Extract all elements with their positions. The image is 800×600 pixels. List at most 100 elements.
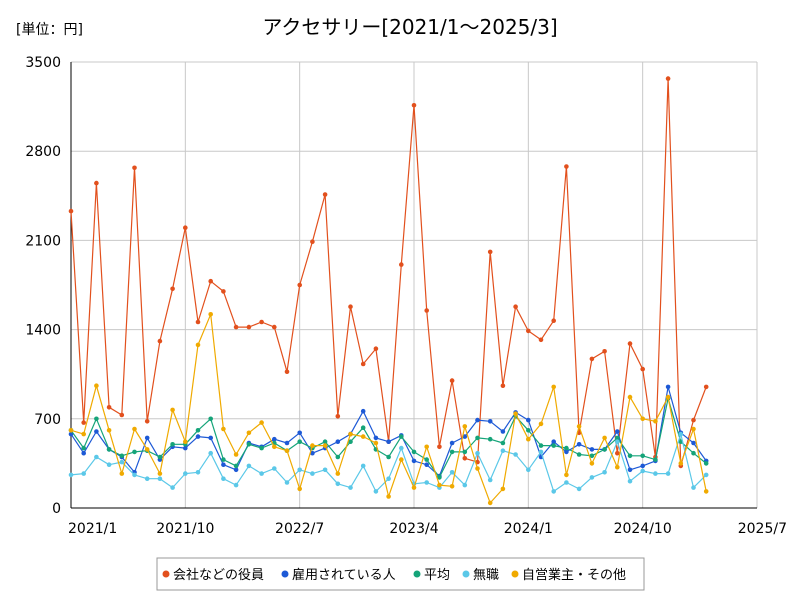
data-point-1-27 bbox=[411, 458, 417, 464]
data-point-0-43 bbox=[615, 450, 620, 456]
data-point-2-29 bbox=[437, 475, 442, 480]
data-point-2-28 bbox=[424, 457, 430, 462]
x-tick-label-2: 2022/7 bbox=[275, 521, 324, 537]
data-point-3-9 bbox=[183, 471, 188, 476]
data-point-2-2 bbox=[94, 416, 99, 422]
data-point-4-23 bbox=[360, 434, 366, 439]
data-point-4-28 bbox=[424, 444, 430, 450]
data-point-2-22 bbox=[348, 439, 353, 445]
data-point-3-32 bbox=[475, 450, 480, 456]
series-1 bbox=[68, 384, 709, 479]
data-point-4-4 bbox=[119, 471, 125, 476]
legend-item-0: 会社などの役員 bbox=[162, 567, 264, 583]
data-point-0-16 bbox=[272, 324, 277, 330]
data-point-4-48 bbox=[678, 461, 684, 466]
data-point-4-33 bbox=[487, 500, 493, 506]
data-point-0-8 bbox=[170, 286, 175, 292]
data-point-1-21 bbox=[335, 439, 341, 445]
data-point-0-24 bbox=[373, 346, 379, 352]
y-tick-label-1: 700 bbox=[34, 412, 61, 428]
data-point-2-36 bbox=[526, 428, 531, 433]
legend-label-1: 雇用されている人 bbox=[292, 567, 396, 583]
legend-marker-0 bbox=[162, 570, 170, 578]
data-point-2-13 bbox=[233, 463, 239, 469]
data-point-2-41 bbox=[589, 453, 595, 459]
y-tick-label-2: 1400 bbox=[25, 323, 61, 339]
data-point-3-13 bbox=[233, 482, 239, 488]
data-point-4-44 bbox=[627, 394, 633, 400]
data-point-2-4 bbox=[119, 453, 125, 459]
data-point-0-19 bbox=[310, 239, 315, 244]
data-point-0-44 bbox=[627, 341, 633, 346]
data-point-4-17 bbox=[284, 448, 290, 454]
legend-box bbox=[156, 557, 645, 591]
data-point-4-46 bbox=[653, 419, 658, 424]
data-point-0-30 bbox=[449, 378, 455, 383]
data-point-0-38 bbox=[551, 318, 556, 324]
data-point-0-21 bbox=[335, 414, 341, 419]
data-point-1-25 bbox=[386, 439, 391, 445]
data-point-4-6 bbox=[144, 447, 150, 452]
legend-item-2: 平均 bbox=[413, 568, 450, 583]
unit-label: [単位：円] bbox=[16, 22, 83, 38]
data-point-3-25 bbox=[386, 476, 391, 482]
data-point-4-2 bbox=[94, 383, 99, 389]
data-point-0-1 bbox=[81, 420, 86, 425]
data-point-0-10 bbox=[195, 319, 201, 325]
series-lines bbox=[68, 76, 709, 506]
data-point-4-14 bbox=[246, 430, 252, 436]
data-point-3-33 bbox=[487, 477, 493, 483]
data-point-0-5 bbox=[132, 165, 137, 171]
data-point-4-1 bbox=[81, 431, 86, 437]
x-tick-label-1: 2021/10 bbox=[156, 521, 214, 537]
y-tick-label-5: 3500 bbox=[25, 55, 61, 71]
x-tick-label-5: 2024/10 bbox=[614, 521, 672, 537]
data-point-3-38 bbox=[551, 489, 556, 494]
data-point-0-12 bbox=[221, 289, 226, 294]
data-point-4-9 bbox=[183, 439, 188, 445]
y-tick-label-3: 2100 bbox=[25, 233, 61, 249]
legend-marker-1 bbox=[281, 570, 289, 578]
data-point-3-47 bbox=[665, 471, 671, 476]
data-point-2-40 bbox=[576, 452, 582, 457]
data-point-1-12 bbox=[221, 462, 226, 468]
data-point-2-33 bbox=[487, 436, 493, 442]
data-point-4-39 bbox=[564, 472, 569, 478]
data-point-1-10 bbox=[195, 434, 201, 439]
data-point-2-42 bbox=[602, 447, 607, 452]
data-point-2-20 bbox=[322, 439, 328, 445]
data-point-3-5 bbox=[132, 472, 137, 478]
data-point-1-47 bbox=[665, 384, 671, 390]
series-2 bbox=[68, 396, 709, 480]
data-point-4-16 bbox=[272, 444, 277, 450]
legend-marker-2 bbox=[413, 570, 421, 578]
data-point-4-7 bbox=[157, 471, 163, 476]
data-point-4-12 bbox=[221, 426, 226, 432]
y-tick-label-0: 0 bbox=[52, 501, 61, 517]
data-point-2-44 bbox=[627, 453, 633, 459]
y-axis-tick-labels: 0 700 1400 2100 2800 3500 bbox=[25, 55, 61, 517]
data-point-2-1 bbox=[81, 445, 86, 451]
data-point-1-1 bbox=[81, 450, 86, 456]
data-point-2-45 bbox=[640, 453, 645, 459]
data-point-2-46 bbox=[653, 457, 658, 462]
data-point-4-49 bbox=[691, 426, 696, 432]
data-point-3-15 bbox=[259, 471, 264, 476]
data-point-3-6 bbox=[144, 476, 150, 482]
data-point-4-47 bbox=[665, 394, 671, 400]
data-point-4-36 bbox=[526, 436, 531, 442]
x-tick-label-0: 2021/1 bbox=[68, 521, 117, 537]
data-point-3-11 bbox=[208, 450, 213, 456]
data-point-4-22 bbox=[348, 431, 353, 437]
data-point-0-17 bbox=[284, 369, 290, 375]
data-point-2-5 bbox=[132, 449, 137, 455]
x-tick-label-6: 2025/7 bbox=[738, 521, 787, 537]
data-point-1-30 bbox=[449, 440, 455, 446]
data-point-0-11 bbox=[208, 278, 213, 284]
data-point-2-8 bbox=[170, 442, 175, 447]
data-point-0-31 bbox=[462, 456, 468, 461]
data-point-0-47 bbox=[665, 76, 671, 81]
data-point-3-7 bbox=[157, 476, 163, 482]
data-point-0-3 bbox=[106, 405, 112, 410]
data-point-0-28 bbox=[424, 308, 430, 313]
